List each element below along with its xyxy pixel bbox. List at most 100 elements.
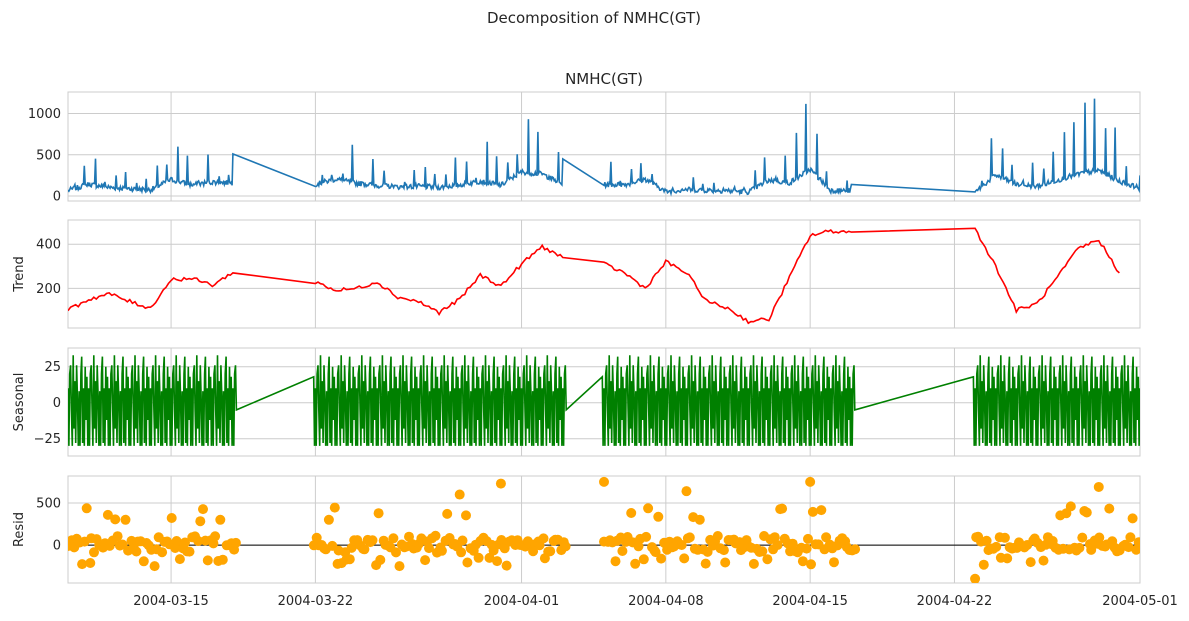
x-axis-ticks: 2004-03-15 2004-03-22 2004-04-01 2004-04-08…	[133, 594, 1177, 609]
resid-point	[198, 504, 208, 515]
x-tick-label: 2004-04-01	[484, 594, 560, 609]
resid-point	[217, 554, 228, 565]
resid-point	[1133, 537, 1140, 548]
resid-point	[1131, 544, 1140, 555]
resid-point-outlier	[495, 478, 506, 489]
resid-point	[679, 553, 690, 564]
resid-series	[68, 476, 1140, 583]
resid-point	[777, 503, 788, 514]
resid-point	[978, 559, 989, 570]
resid-point	[1077, 532, 1088, 543]
resid-point	[626, 508, 637, 518]
seasonal-series	[68, 355, 1140, 446]
y-tick-label: 500	[36, 496, 61, 511]
resid-point	[131, 546, 142, 557]
resid-point	[769, 532, 780, 543]
resid-point	[461, 510, 471, 521]
x-tick-label: 2004-04-08	[628, 594, 704, 609]
resid-point	[462, 557, 473, 568]
resid-point	[367, 535, 378, 546]
resid-point	[171, 536, 182, 546]
y-tick-label: −25	[34, 432, 61, 447]
axes-title: NMHC(GT)	[565, 70, 643, 88]
resid-point-outlier	[1093, 481, 1104, 492]
resid-point	[193, 536, 204, 546]
resid-point	[81, 503, 92, 514]
resid-point	[748, 558, 759, 569]
resid-point	[77, 559, 88, 570]
resid-point	[391, 547, 401, 558]
x-tick-label: 2004-04-22	[917, 594, 993, 609]
resid-point	[617, 546, 628, 556]
resid-point	[89, 547, 99, 558]
resid-point-outlier	[454, 489, 465, 500]
resid-point	[801, 543, 812, 554]
y-tick-label: 1000	[28, 107, 61, 122]
resid-point	[202, 555, 213, 566]
resid-point	[1025, 557, 1036, 568]
y-tick-label: 25	[44, 360, 61, 375]
panel-observed: 0 500 1000 NMHC(GT)	[28, 70, 1141, 205]
resid-point	[311, 532, 322, 543]
resid-point	[215, 514, 226, 525]
resid-point	[1104, 503, 1115, 514]
resid-point	[712, 531, 723, 541]
resid-point	[394, 561, 405, 572]
resid-point	[473, 552, 484, 563]
resid-point	[803, 533, 813, 544]
resid-point	[424, 543, 434, 554]
y-tick-label: 500	[36, 148, 61, 163]
resid-point	[538, 533, 549, 544]
resid-point	[157, 547, 168, 558]
y-tick-label: 0	[53, 190, 61, 205]
resid-point	[375, 554, 386, 565]
resid-point-outlier	[681, 486, 692, 497]
x-tick-label: 2004-05-01	[1102, 594, 1178, 609]
resid-point	[772, 540, 783, 550]
resid-point	[501, 560, 512, 571]
resid-point	[166, 513, 177, 523]
resid-point	[85, 558, 96, 568]
figure-suptitle: Decomposition of NMHC(GT)	[487, 9, 701, 27]
resid-point	[762, 554, 773, 565]
resid-point	[757, 546, 768, 557]
resid-point	[1065, 501, 1076, 512]
axes-frame	[67, 219, 1141, 329]
resid-point	[630, 558, 641, 569]
resid-point	[1002, 553, 1013, 564]
resid-point	[420, 555, 431, 566]
resid-point	[102, 509, 113, 520]
resid-point	[991, 541, 1002, 552]
resid-point	[641, 531, 652, 542]
resid-point	[457, 535, 468, 546]
seasonal-line	[68, 355, 1140, 446]
resid-point	[700, 558, 711, 569]
resid-point-outlier	[599, 476, 609, 487]
panel-trend: 200 400 Trend	[12, 219, 1141, 329]
resid-point	[981, 535, 992, 546]
resid-point	[329, 502, 340, 513]
resid-point	[806, 559, 816, 570]
resid-point	[807, 506, 818, 517]
y-tick-label: 0	[53, 396, 61, 411]
observed-series	[68, 98, 1140, 197]
resid-point	[344, 554, 355, 565]
x-tick-label: 2004-04-15	[772, 594, 848, 609]
resid-point	[1086, 544, 1097, 555]
panel-seasonal: −25 0 25 Seasonal	[12, 347, 1141, 457]
resid-point	[653, 511, 664, 522]
resid-point	[999, 532, 1010, 543]
resid-point	[456, 547, 467, 558]
resid-point	[1081, 507, 1092, 518]
resid-point	[694, 514, 705, 525]
resid-point	[180, 537, 190, 548]
resid-point	[359, 544, 370, 555]
resid-point	[1123, 542, 1134, 553]
resid-point	[1127, 513, 1138, 524]
resid-point	[323, 514, 334, 525]
resid-point	[720, 557, 731, 568]
x-tick-label: 2004-03-15	[133, 594, 209, 609]
resid-point	[1038, 555, 1049, 566]
x-tick-label: 2004-03-22	[278, 594, 354, 609]
